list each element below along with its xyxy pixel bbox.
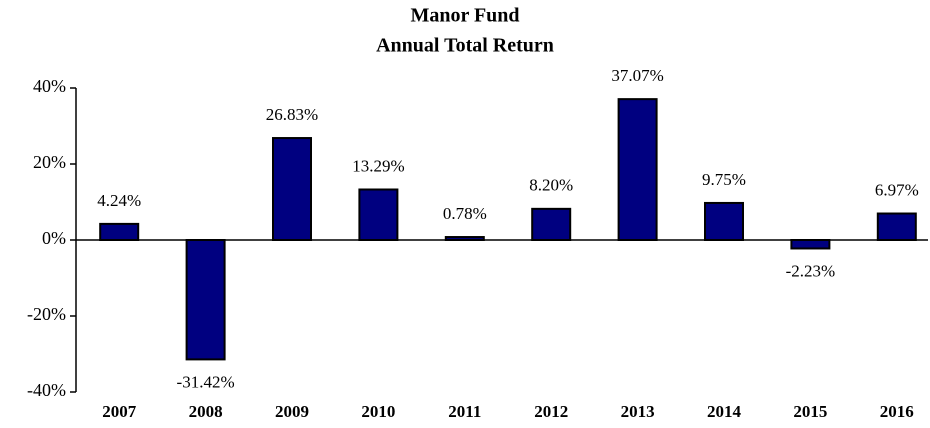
value-label: -31.42%	[177, 372, 235, 391]
bar	[272, 137, 312, 242]
value-label: 0.78%	[443, 204, 487, 223]
value-label: 8.20%	[529, 176, 573, 195]
y-tick-label: -40%	[27, 380, 66, 400]
x-tick-label: 2011	[448, 402, 481, 421]
x-tick-label: 2010	[361, 402, 395, 421]
value-label: 37.07%	[611, 66, 663, 85]
x-tick-label: 2007	[102, 402, 137, 421]
y-tick-label: 40%	[33, 76, 66, 96]
x-tick-label: 2016	[880, 402, 914, 421]
value-label: -2.23%	[786, 261, 836, 280]
y-tick-label: -20%	[27, 304, 66, 324]
value-label: 9.75%	[702, 170, 746, 189]
value-label: 6.97%	[875, 180, 919, 199]
x-tick-label: 2013	[621, 402, 655, 421]
value-label: 4.24%	[97, 191, 141, 210]
bar	[531, 207, 572, 241]
bar	[876, 212, 917, 242]
bar	[358, 188, 399, 241]
bar	[617, 98, 658, 241]
y-tick-label: 0%	[42, 228, 66, 248]
value-label: 13.29%	[352, 156, 404, 175]
chart-subtitle: Annual Total Return	[376, 35, 554, 57]
bar	[99, 222, 140, 241]
y-tick-label: 20%	[33, 152, 66, 172]
bar	[704, 201, 744, 241]
x-tick-label: 2009	[275, 402, 309, 421]
bar	[790, 239, 831, 250]
x-tick-label: 2012	[534, 402, 568, 421]
x-tick-label: 2014	[707, 402, 742, 421]
bar	[185, 239, 226, 361]
x-tick-label: 2008	[189, 402, 223, 421]
chart-title: Manor Fund	[410, 5, 519, 27]
value-label: 26.83%	[266, 105, 318, 124]
x-tick-label: 2015	[793, 402, 827, 421]
